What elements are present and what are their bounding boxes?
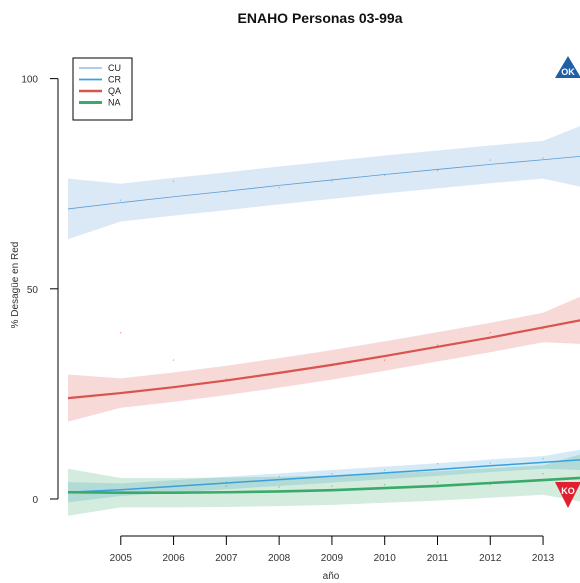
- x-tick-label: 2007: [215, 553, 238, 564]
- legend-label-qa: QA: [108, 86, 121, 96]
- legend-label-cr: CR: [108, 75, 121, 85]
- point-cr: ′: [331, 472, 333, 481]
- point-cu: ′: [120, 199, 122, 208]
- y-axis-title: % Desagüe en Red: [10, 242, 21, 329]
- point-cr: ′: [225, 480, 227, 489]
- point-cu: ′: [331, 180, 333, 189]
- band-na: [68, 454, 580, 516]
- legend-box: [72, 57, 133, 121]
- point-cr: ′: [384, 469, 386, 478]
- point-na: ′: [331, 484, 333, 493]
- ok-badge-label: OK: [561, 67, 575, 77]
- point-na: ′: [489, 483, 491, 492]
- confidence-bands: [68, 126, 580, 516]
- band-qa: [68, 296, 580, 422]
- fit-line-cu: [67, 155, 580, 210]
- point-qa: ′: [437, 344, 439, 353]
- point-na: ′: [173, 491, 175, 500]
- point-cr: ′: [489, 461, 491, 470]
- x-tick-label: 2010: [374, 553, 397, 564]
- status-badges: OK KO: [555, 56, 580, 508]
- legend-label-na: NA: [108, 98, 121, 108]
- point-cu: ′: [542, 157, 544, 166]
- data-points: ′′′ ′′′ ′′ ′′ ′ ′′ ′ ′′ ′ ′′′′′′ ′′′ ′′ ′′ ′ ′ ′ ′ ′′: [120, 157, 544, 500]
- x-tick-label: 2006: [162, 553, 185, 564]
- point-cu: ′: [278, 186, 280, 195]
- point-cu: ′: [173, 180, 175, 189]
- point-cr: ′: [437, 462, 439, 471]
- x-tick-label: 2009: [321, 553, 344, 564]
- point-qa: ′: [384, 358, 386, 367]
- point-cr: ′: [120, 489, 122, 498]
- point-na: ′: [542, 472, 544, 481]
- fit-lines: [67, 155, 580, 494]
- band-cu: [68, 126, 580, 240]
- point-cr: ′: [542, 457, 544, 466]
- x-tick-label: 2013: [532, 553, 555, 564]
- point-na: ′: [437, 480, 439, 489]
- point-qa: ′: [542, 327, 544, 336]
- ko-badge-label: KO: [561, 486, 575, 496]
- y-tick-label: 100: [21, 75, 38, 86]
- point-cu: ′: [225, 190, 227, 199]
- point-na: ′: [120, 491, 122, 500]
- x-axis-title: año: [323, 571, 340, 582]
- chart-title: ENAHO Personas 03-99a: [238, 10, 403, 26]
- x-tick-label: 2005: [110, 553, 133, 564]
- point-qa: ′: [278, 371, 280, 380]
- fit-line-cr: [67, 459, 580, 494]
- y-tick-label: 50: [27, 285, 39, 296]
- point-cr: ′: [173, 484, 175, 493]
- ko-badge-icon: [555, 482, 580, 508]
- x-tick-label: 2011: [427, 553, 449, 564]
- x-tick-label: 2008: [268, 553, 291, 564]
- point-cu: ′: [437, 169, 439, 178]
- point-na: ′: [278, 486, 280, 495]
- point-cu: ′: [384, 173, 386, 182]
- x-axis: 2005 2006 2007 2008 2009 2010 2011 2012 2013: [110, 535, 555, 564]
- legend-label-cu: CU: [108, 63, 121, 73]
- point-qa: ′: [489, 331, 491, 340]
- point-cu: ′: [489, 159, 491, 168]
- point-cr: ′: [278, 475, 280, 484]
- point-qa: ′: [331, 363, 333, 372]
- y-tick-label: 0: [32, 495, 38, 506]
- point-na: ′: [384, 483, 386, 492]
- fit-line-qa: [67, 319, 580, 400]
- point-qa: ′: [173, 358, 175, 367]
- y-axis: 0 50 100: [21, 75, 59, 506]
- ok-badge-icon: [555, 56, 580, 78]
- point-qa: ′: [120, 331, 122, 340]
- fit-line-na: [67, 476, 580, 494]
- point-qa: ′: [225, 377, 227, 386]
- point-na: ′: [225, 484, 227, 493]
- x-tick-label: 2012: [479, 553, 502, 564]
